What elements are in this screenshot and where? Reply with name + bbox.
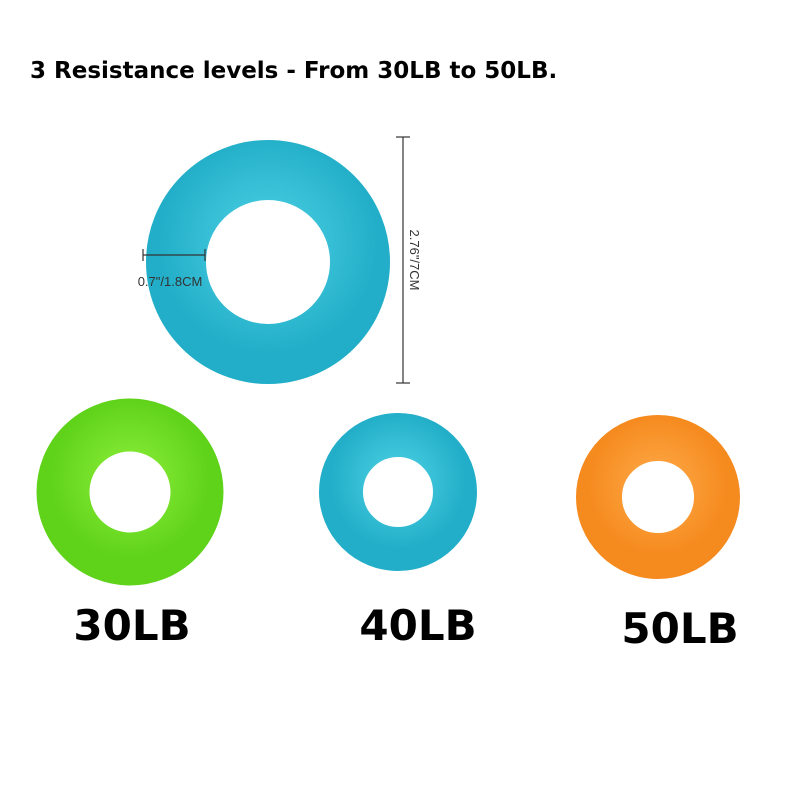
hole-dimension-line [142,249,206,261]
ring-label: 30LB [73,601,190,650]
outer-dimension-line [396,136,410,384]
blue-ring [319,413,477,571]
green-ring [36,398,224,586]
large-ring [146,140,390,384]
ring-label: 40LB [359,601,476,650]
outer-dimension: 2.76"/7CM [407,230,422,291]
ring-label: 50LB [621,604,738,653]
title: 3 Resistance levels - From 30LB to 50LB. [30,58,557,84]
orange-ring [576,415,740,579]
hole-dimension: 0.7"/1.8CM [138,274,203,289]
